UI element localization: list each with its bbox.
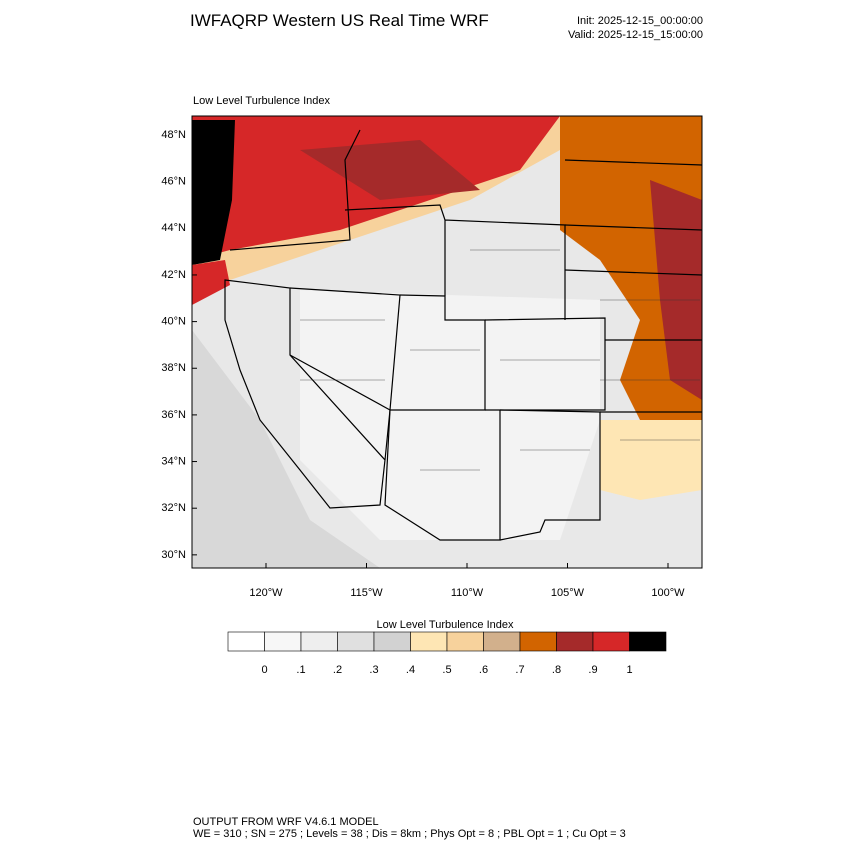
init-time: Init: 2025-12-15_00:00:00	[577, 15, 703, 27]
colorbar-label: 0	[261, 664, 267, 676]
lat-label: 46°N	[161, 176, 186, 188]
colorbar-box	[373, 631, 411, 652]
colorbar-label: .9	[588, 664, 597, 676]
lon-axis: 120°W 115°W 110°W 105°W 100°W	[249, 563, 685, 599]
colorbar-label: .4	[406, 664, 415, 676]
colorbar-label: .1	[296, 664, 305, 676]
colorbar-label: .8	[552, 664, 561, 676]
lon-label: 105°W	[551, 587, 585, 599]
lat-axis: 48°N 46°N 44°N 42°N 40°N 38°N 36°N 34°N 32°N 30°N	[161, 129, 197, 561]
colorbar-box	[227, 631, 265, 652]
lat-label: 44°N	[161, 222, 186, 234]
colorbar-label: .2	[333, 664, 342, 676]
colorbar-title: Low Level Turbulence Index	[377, 619, 514, 631]
colorbar-box	[629, 631, 667, 652]
lat-label: 48°N	[161, 129, 186, 141]
colorbar: 0 .1 .2 .3 .4 .5 .6 .7 .8 .9 1	[227, 631, 667, 676]
footer-line: OUTPUT FROM WRF V4.6.1 MODEL	[193, 816, 379, 828]
colorbar-box	[410, 631, 448, 652]
colorbar-box	[483, 631, 521, 652]
colorbar-box	[592, 631, 630, 652]
title: IWFAQRP Western US Real Time WRF	[190, 11, 489, 30]
lon-label: 115°W	[350, 587, 383, 599]
valid-time: Valid: 2025-12-15_15:00:00	[568, 29, 703, 41]
colorbar-label: .3	[369, 664, 378, 676]
colorbar-box	[264, 631, 302, 652]
colorbar-label: .6	[479, 664, 488, 676]
lon-label: 110°W	[451, 587, 484, 599]
map	[191, 115, 703, 569]
colorbar-box	[337, 631, 375, 652]
colorbar-box	[300, 631, 338, 652]
lon-label: 120°W	[249, 587, 283, 599]
lat-label: 42°N	[161, 269, 186, 281]
lat-label: 30°N	[161, 549, 186, 561]
lat-label: 36°N	[161, 409, 186, 421]
lat-label: 38°N	[161, 362, 186, 374]
colorbar-label: .7	[515, 664, 524, 676]
colorbar-label: 1	[626, 664, 632, 676]
colorbar-box	[556, 631, 594, 652]
lon-label: 100°W	[651, 587, 685, 599]
lat-label: 40°N	[161, 316, 186, 328]
colorbar-box	[446, 631, 484, 652]
colorbar-box	[519, 631, 557, 652]
footer-line: WE = 310 ; SN = 275 ; Levels = 38 ; Dis …	[193, 828, 626, 840]
lat-label: 32°N	[161, 502, 186, 514]
lat-label: 34°N	[161, 455, 186, 467]
map-subtitle: Low Level Turbulence Index	[193, 95, 330, 107]
colorbar-label: .5	[442, 664, 451, 676]
